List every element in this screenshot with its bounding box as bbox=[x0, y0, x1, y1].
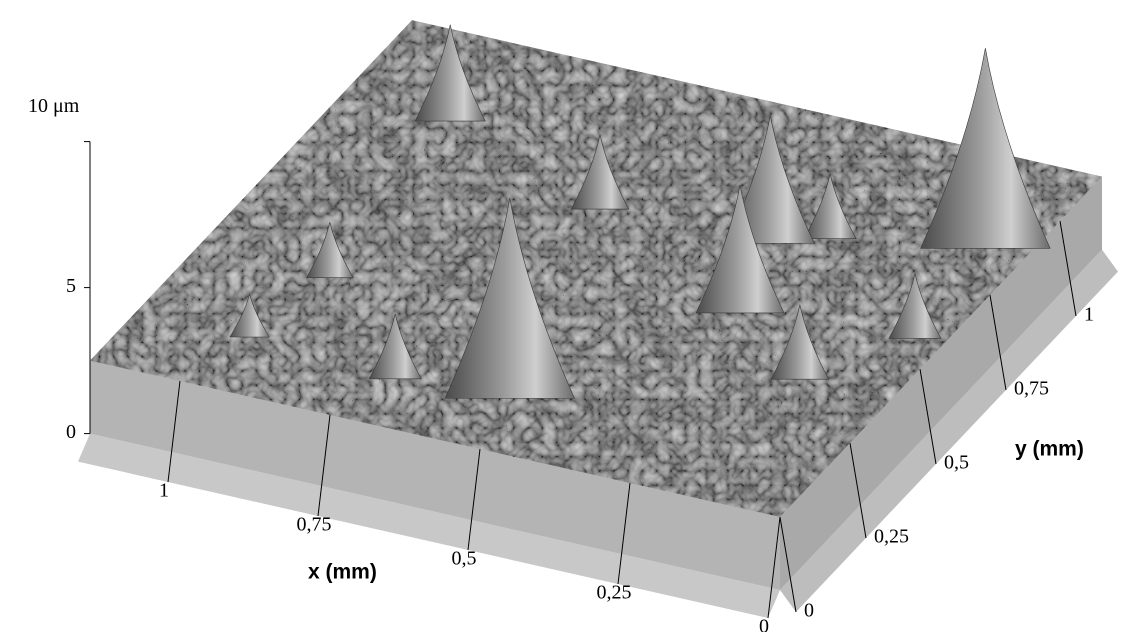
y-tick-label: 0,5 bbox=[944, 452, 969, 474]
y-axis-title: y (mm) bbox=[1015, 438, 1084, 461]
y-tick-label: 1 bbox=[1084, 304, 1094, 326]
x-tick-label: 0 bbox=[759, 616, 769, 632]
chart: 0 0,25 0,5 0,75 1 0 0,25 0,5 0,75 1 0 5 10 μm x (mm) y… bbox=[0, 0, 1124, 632]
x-tick-label: 0,75 bbox=[297, 514, 332, 536]
x-tick-label: 0,5 bbox=[452, 548, 477, 570]
y-tick-label: 0,25 bbox=[874, 526, 909, 548]
x-tick-label: 0,25 bbox=[597, 582, 632, 604]
x-axis-title: x (mm) bbox=[308, 561, 377, 584]
z-tick-label: 5 bbox=[66, 275, 76, 297]
z-tick-label: 10 μm bbox=[28, 95, 80, 117]
y-tick-label: 0,75 bbox=[1014, 378, 1049, 400]
x-tick-label: 1 bbox=[159, 480, 169, 502]
z-tick-label: 0 bbox=[66, 421, 76, 443]
y-tick-label: 0 bbox=[804, 600, 814, 622]
